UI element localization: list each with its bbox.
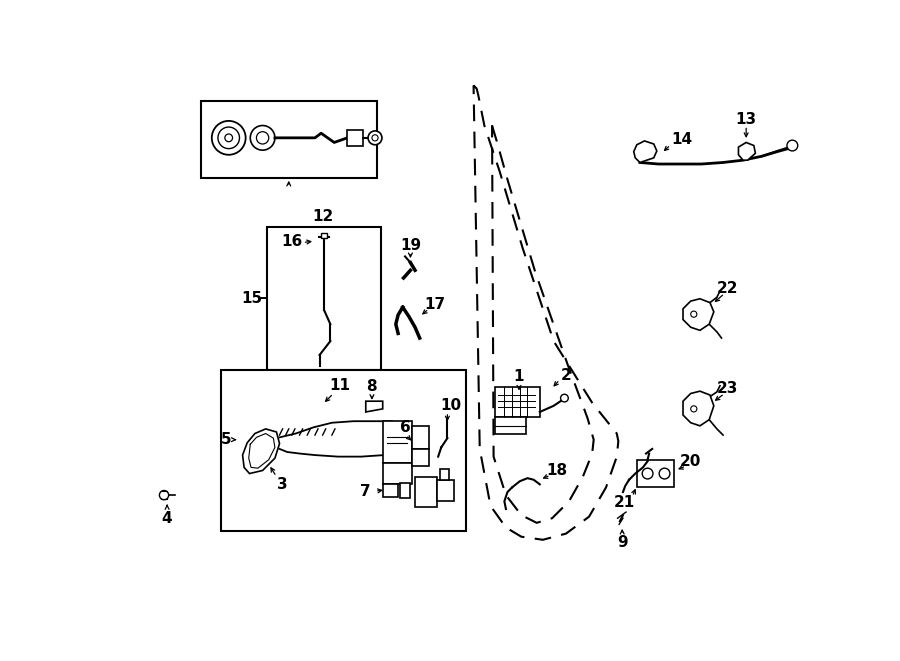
Text: 6: 6 (400, 420, 411, 435)
Text: 8: 8 (366, 379, 377, 394)
Bar (412, 426, 429, 449)
Bar (267, 227, 382, 369)
Text: 22: 22 (717, 282, 738, 296)
Text: 13: 13 (735, 112, 757, 127)
Bar (400, 483, 410, 498)
Bar (221, 370, 466, 531)
Bar (347, 130, 363, 145)
Circle shape (212, 121, 246, 155)
Text: 21: 21 (614, 495, 635, 510)
Text: 7: 7 (361, 484, 371, 499)
Text: 14: 14 (670, 132, 692, 147)
Text: 1: 1 (514, 369, 524, 384)
Text: 5: 5 (220, 432, 231, 447)
Bar (436, 480, 454, 501)
Bar (495, 387, 540, 416)
Text: 10: 10 (440, 399, 461, 413)
Text: 20: 20 (680, 453, 701, 469)
Circle shape (787, 140, 797, 151)
Text: 11: 11 (329, 378, 350, 393)
Bar (382, 463, 412, 485)
Circle shape (218, 127, 239, 149)
Circle shape (250, 126, 274, 150)
Text: 18: 18 (546, 463, 567, 478)
Text: 19: 19 (400, 238, 421, 253)
Bar (415, 477, 436, 508)
Polygon shape (365, 401, 382, 412)
Text: 15: 15 (241, 290, 263, 305)
Bar (412, 449, 429, 466)
Circle shape (690, 311, 697, 317)
Bar (440, 469, 449, 480)
Bar (321, 233, 328, 238)
Text: 4: 4 (162, 511, 173, 525)
Circle shape (659, 468, 670, 479)
Text: 16: 16 (281, 233, 302, 249)
Polygon shape (634, 141, 657, 163)
Circle shape (256, 132, 269, 144)
Circle shape (159, 490, 168, 500)
Bar (495, 416, 526, 434)
Text: 2: 2 (561, 368, 572, 383)
Circle shape (368, 131, 382, 145)
Polygon shape (683, 391, 714, 426)
Text: 12: 12 (312, 209, 333, 224)
Circle shape (561, 394, 568, 402)
Circle shape (643, 468, 653, 479)
Circle shape (372, 135, 378, 141)
Circle shape (225, 134, 232, 141)
Polygon shape (243, 429, 280, 473)
Polygon shape (683, 299, 714, 330)
Text: 23: 23 (717, 381, 738, 397)
Bar (382, 485, 398, 496)
Text: 3: 3 (277, 477, 288, 492)
Bar (201, 101, 376, 178)
Bar (637, 459, 674, 487)
Text: 17: 17 (425, 297, 446, 311)
Bar (382, 421, 412, 463)
Polygon shape (738, 143, 755, 160)
Text: 9: 9 (616, 535, 627, 551)
Circle shape (690, 406, 697, 412)
